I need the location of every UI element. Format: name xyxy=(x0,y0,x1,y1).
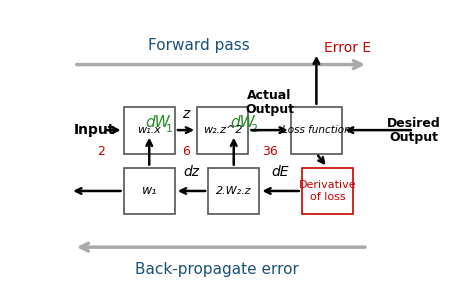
Text: Desired
Output: Desired Output xyxy=(387,117,441,143)
Bar xyxy=(124,168,175,214)
Text: Actual
Output: Actual Output xyxy=(245,89,294,116)
Bar xyxy=(208,168,259,214)
Text: dE: dE xyxy=(272,165,289,179)
Text: w₁: w₁ xyxy=(142,185,157,198)
Text: dW: dW xyxy=(146,115,170,130)
Text: 2.W₂.z: 2.W₂.z xyxy=(216,186,252,196)
Bar xyxy=(291,107,342,154)
Text: dW: dW xyxy=(230,115,255,130)
Text: Loss function: Loss function xyxy=(282,125,351,135)
Text: 1: 1 xyxy=(166,124,173,134)
Text: Back-propagate error: Back-propagate error xyxy=(135,262,299,277)
Text: 2: 2 xyxy=(98,145,105,158)
Bar xyxy=(197,107,248,154)
Text: w₂.z^2: w₂.z^2 xyxy=(203,125,243,135)
Bar xyxy=(124,107,175,154)
Bar xyxy=(301,168,353,214)
Text: Input: Input xyxy=(74,123,115,137)
Text: dz: dz xyxy=(183,165,200,179)
Text: 2: 2 xyxy=(250,124,257,134)
Text: z: z xyxy=(182,107,190,121)
Text: Error E: Error E xyxy=(324,41,371,55)
Text: 6: 6 xyxy=(182,145,190,158)
Text: w₁.x: w₁.x xyxy=(137,125,161,135)
Text: Derivative
of loss: Derivative of loss xyxy=(299,180,356,202)
Text: 36: 36 xyxy=(262,145,277,158)
Text: Forward pass: Forward pass xyxy=(148,38,250,53)
